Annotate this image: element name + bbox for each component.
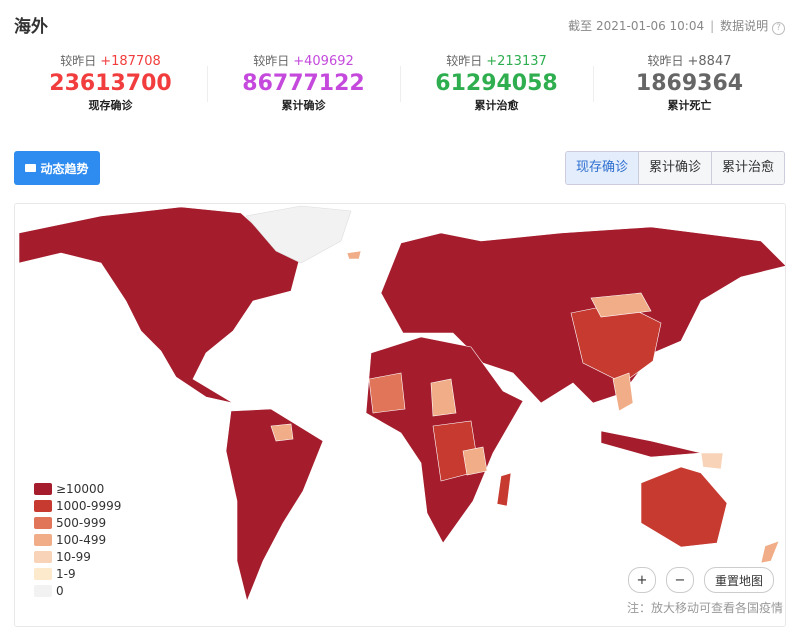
video-icon — [25, 164, 37, 172]
zoom-out[interactable]: − — [666, 567, 694, 593]
stat-delta: +187708 — [100, 54, 161, 69]
stat-card: 较昨日 +409692 86777122 累计确诊 — [207, 52, 400, 113]
zoom-in[interactable]: + — [628, 567, 656, 593]
map-panel — [14, 203, 786, 627]
stat-label: 现存确诊 — [88, 99, 133, 112]
stat-value: 61294058 — [435, 71, 558, 96]
east-africa[interactable] — [462, 446, 488, 476]
stat-divider — [400, 66, 401, 102]
tabs: 现存确诊 累计确诊 累计治愈 — [564, 151, 785, 185]
legend-label: 1-9 — [56, 566, 76, 581]
stat-compare: 较昨日 — [647, 54, 684, 68]
southeast-asia[interactable] — [612, 372, 634, 412]
tab[interactable]: 累计治愈 — [710, 152, 784, 184]
legend-item: ≥10000 — [34, 480, 121, 497]
legend-swatch — [34, 516, 52, 529]
stat-label: 累计死亡 — [667, 99, 712, 112]
legend-swatch — [34, 533, 52, 546]
legend-label: 0 — [56, 583, 64, 598]
trend-button[interactable]: 动态趋势 — [14, 151, 100, 185]
australia[interactable] — [640, 466, 728, 548]
tab[interactable]: 现存确诊 — [565, 152, 638, 184]
legend-swatch — [34, 499, 52, 512]
legend-label: ≥10000 — [56, 481, 105, 496]
legend-label: 500-999 — [56, 515, 107, 530]
stat-value: 1869364 — [635, 71, 744, 96]
stat-label: 累计确诊 — [281, 99, 326, 112]
help-link[interactable]: 数据说明 — [720, 19, 769, 33]
stat-compare: 较昨日 — [446, 54, 483, 68]
map-note: 注：放大移动可查看各国疫情 — [626, 601, 783, 615]
help-icon[interactable]: ? — [772, 22, 785, 35]
legend-swatch — [34, 550, 52, 563]
papua[interactable] — [700, 452, 724, 470]
trend-button-label: 动态趋势 — [40, 161, 89, 176]
stat-compare-row: 较昨日 +409692 — [207, 52, 400, 69]
new-zealand[interactable] — [760, 540, 780, 564]
separator: | — [710, 19, 715, 33]
stat-value: 23613700 — [49, 71, 172, 96]
legend-swatch — [34, 567, 52, 580]
iceland[interactable] — [346, 250, 362, 260]
legend-item: 100-499 — [34, 531, 121, 548]
timestamp: 截至 2021-01-06 10:04 — [568, 19, 705, 33]
legend-item: 1-9 — [34, 565, 121, 582]
north-america[interactable] — [18, 206, 302, 404]
legend-item: 1000-9999 — [34, 497, 121, 514]
stat-compare-row: 较昨日 +187708 — [14, 52, 207, 69]
stat-divider — [593, 66, 594, 102]
stat-compare-row: 较昨日 +213137 — [400, 52, 593, 69]
west-africa[interactable] — [368, 372, 406, 414]
greenland[interactable] — [245, 205, 352, 264]
legend-item: 0 — [34, 582, 121, 599]
page-title: 海外 — [14, 17, 48, 37]
indonesia[interactable] — [600, 430, 702, 458]
reset-map[interactable]: 重置地图 — [704, 567, 774, 593]
world-map — [18, 205, 785, 602]
stat-delta: +213137 — [486, 54, 547, 69]
mongolia[interactable] — [590, 292, 652, 318]
legend-label: 1000-9999 — [56, 498, 122, 513]
madagascar[interactable] — [496, 472, 512, 507]
stat-card: 较昨日 +187708 23613700 现存确诊 — [14, 52, 207, 113]
legend-item: 10-99 — [34, 548, 121, 565]
stat-compare: 较昨日 — [60, 54, 97, 68]
sahel[interactable] — [430, 378, 457, 417]
legend-label: 100-499 — [56, 532, 107, 547]
header-meta: 截至 2021-01-06 10:04 | 数据说明 ? — [568, 17, 785, 35]
south-america[interactable] — [225, 408, 324, 602]
stat-card: 较昨日 +213137 61294058 累计治愈 — [400, 52, 593, 113]
legend-swatch — [34, 482, 52, 495]
legend: ≥10000 1000-9999 500-999 100-499 10-99 1-9 0 — [34, 480, 121, 599]
stat-label: 累计治愈 — [474, 99, 519, 112]
stat-delta: +409692 — [293, 54, 354, 69]
stat-card: 较昨日 +8847 1869364 累计死亡 — [593, 52, 786, 113]
stat-value: 86777122 — [242, 71, 365, 96]
legend-swatch — [34, 584, 52, 597]
tab[interactable]: 累计确诊 — [637, 152, 711, 184]
legend-label: 10-99 — [56, 549, 91, 564]
stat-compare-row: 较昨日 +8847 — [593, 52, 786, 69]
stat-delta: +8847 — [687, 54, 732, 69]
guiana[interactable] — [270, 423, 294, 442]
stat-compare: 较昨日 — [253, 54, 290, 68]
stat-divider — [207, 66, 208, 102]
legend-item: 500-999 — [34, 514, 121, 531]
